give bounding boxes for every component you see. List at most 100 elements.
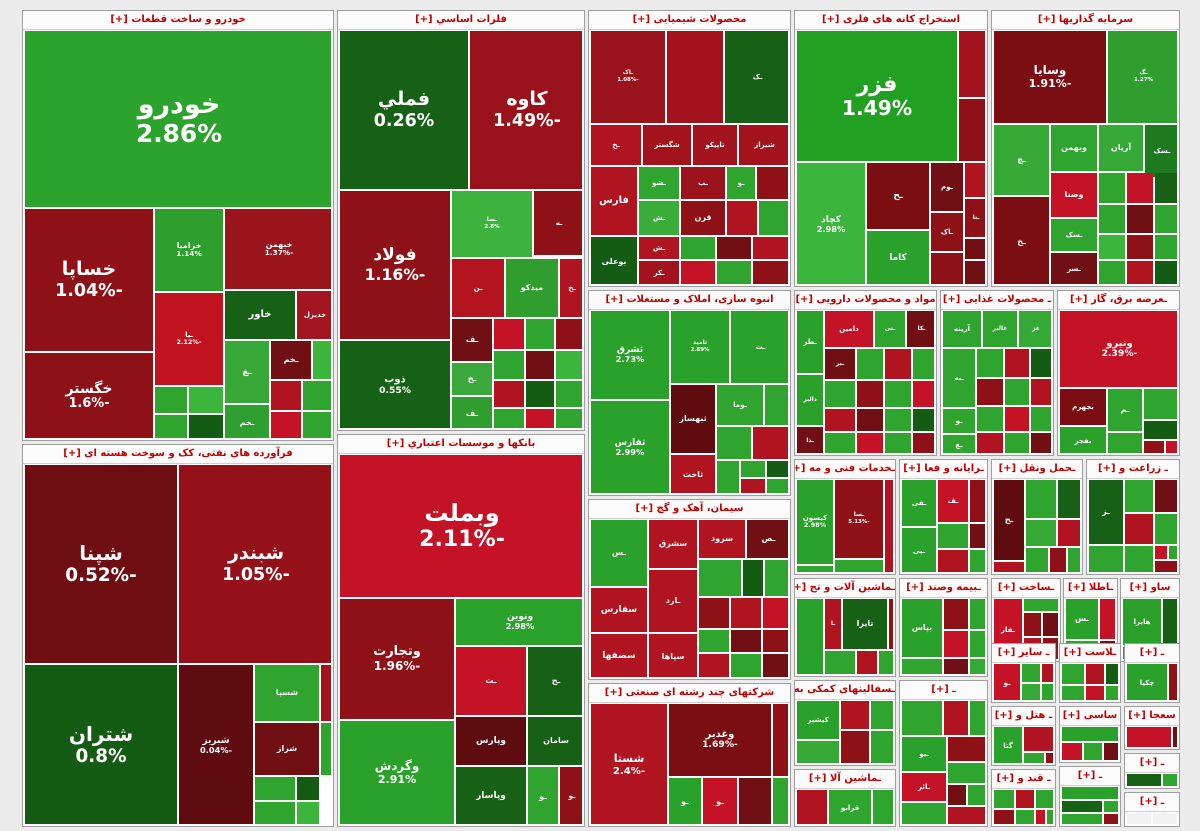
stock-tile[interactable] bbox=[885, 381, 911, 407]
sector-header[interactable]: انبوه سازی، املاک و مستغلات [+] bbox=[589, 291, 790, 310]
stock-tile[interactable]: شراز bbox=[255, 723, 319, 775]
stock-tile[interactable] bbox=[825, 433, 855, 453]
stock-tile[interactable]: ـگ 1.27% bbox=[1108, 31, 1177, 123]
stock-tile[interactable]: ـغ bbox=[943, 435, 975, 453]
stock-tile[interactable] bbox=[727, 201, 757, 235]
stock-tile[interactable] bbox=[1106, 664, 1118, 684]
stock-tile[interactable] bbox=[1068, 548, 1080, 572]
stock-tile[interactable] bbox=[1050, 548, 1066, 572]
stock-tile[interactable] bbox=[944, 701, 968, 735]
stock-tile[interactable] bbox=[902, 701, 942, 735]
stock-tile[interactable]: گتا bbox=[994, 727, 1022, 763]
stock-tile[interactable]: خاور bbox=[225, 291, 295, 339]
stock-tile[interactable] bbox=[271, 412, 301, 438]
sector-header[interactable]: سعجا [+] bbox=[1125, 707, 1179, 726]
stock-tile[interactable]: ـز bbox=[1089, 480, 1123, 544]
sector-header[interactable]: شرکتهای چند رشته ای صنعتی [+] bbox=[589, 684, 790, 703]
sector-header[interactable]: ـ [+] bbox=[1125, 793, 1179, 812]
stock-tile[interactable] bbox=[1062, 801, 1102, 812]
stock-tile[interactable] bbox=[938, 524, 968, 548]
stock-tile[interactable] bbox=[1127, 173, 1153, 203]
stock-tile[interactable]: ـم bbox=[1108, 389, 1142, 431]
stock-tile[interactable] bbox=[1084, 743, 1102, 760]
stock-tile[interactable] bbox=[1099, 205, 1125, 233]
stock-tile[interactable] bbox=[1099, 235, 1125, 259]
stock-tile[interactable]: خساپا -1.04% bbox=[25, 209, 153, 351]
sector-header[interactable]: ـخدمات فنی و مه [+] bbox=[795, 460, 895, 479]
stock-tile[interactable] bbox=[494, 381, 524, 407]
stock-tile[interactable]: ـچ bbox=[994, 125, 1049, 195]
stock-tile[interactable] bbox=[155, 387, 187, 413]
stock-tile[interactable] bbox=[321, 665, 331, 721]
stock-tile[interactable] bbox=[944, 659, 968, 674]
sector-header[interactable]: ـرایانه و فعا [+] bbox=[900, 460, 987, 479]
stock-tile[interactable]: ـش bbox=[639, 237, 679, 259]
stock-tile[interactable] bbox=[1046, 753, 1053, 763]
stock-tile[interactable] bbox=[1036, 810, 1045, 824]
stock-tile[interactable] bbox=[857, 651, 877, 674]
stock-tile[interactable]: قرن bbox=[681, 201, 725, 235]
sector-header[interactable]: فلزات اساسي [+] bbox=[338, 11, 584, 30]
stock-tile[interactable]: ـوم bbox=[931, 163, 963, 211]
sector-header[interactable]: سرمایه گذاریها [+] bbox=[992, 11, 1179, 30]
sector-header[interactable]: ـبیمه وصند [+] bbox=[900, 579, 987, 598]
stock-tile[interactable] bbox=[717, 461, 739, 493]
sector-header[interactable]: ـحمل ونقل [+] bbox=[992, 460, 1082, 479]
stock-tile[interactable] bbox=[1016, 790, 1034, 808]
stock-tile[interactable] bbox=[1104, 743, 1118, 760]
stock-tile[interactable] bbox=[1169, 546, 1177, 559]
stock-tile[interactable] bbox=[1016, 810, 1034, 824]
stock-tile[interactable] bbox=[948, 785, 966, 805]
stock-tile[interactable] bbox=[189, 415, 223, 438]
stock-tile[interactable] bbox=[1036, 790, 1053, 808]
stock-tile[interactable] bbox=[977, 349, 1003, 377]
stock-tile[interactable]: دامین bbox=[825, 311, 873, 347]
stock-tile[interactable]: کاوه -1.49% bbox=[470, 31, 582, 189]
stock-tile[interactable]: ونوین 2.98% bbox=[456, 599, 582, 645]
sector-header[interactable]: ـاطلا [+] bbox=[1064, 579, 1117, 598]
stock-tile[interactable] bbox=[970, 631, 985, 657]
stock-tile[interactable] bbox=[948, 807, 985, 824]
stock-tile[interactable] bbox=[1106, 686, 1118, 700]
stock-tile[interactable]: دالبر bbox=[797, 375, 823, 425]
stock-tile[interactable] bbox=[931, 253, 963, 284]
stock-tile[interactable]: ـص bbox=[747, 520, 788, 558]
stock-tile[interactable]: وبهمن bbox=[1051, 125, 1097, 171]
stock-tile[interactable] bbox=[753, 427, 788, 459]
stock-tile[interactable]: فزر 1.49% bbox=[797, 31, 957, 161]
stock-tile[interactable] bbox=[913, 381, 934, 407]
stock-tile[interactable]: ـک bbox=[725, 31, 788, 123]
stock-tile[interactable] bbox=[857, 381, 883, 407]
stock-tile[interactable]: ـیا -2.12% bbox=[155, 293, 223, 385]
stock-tile[interactable]: سشرق bbox=[649, 520, 697, 568]
stock-tile[interactable] bbox=[970, 659, 985, 674]
stock-tile[interactable]: وپارس bbox=[456, 717, 526, 765]
stock-tile[interactable]: ثبهساز bbox=[671, 385, 715, 453]
stock-tile[interactable]: ـو bbox=[669, 778, 701, 824]
stock-tile[interactable]: شبندر -1.05% bbox=[179, 465, 331, 663]
stock-tile[interactable] bbox=[1163, 774, 1177, 786]
sector-header[interactable]: خودرو و ساخت قطعات [+] bbox=[23, 11, 333, 30]
stock-tile[interactable] bbox=[681, 237, 715, 259]
stock-tile[interactable]: ـائر bbox=[902, 773, 946, 801]
stock-tile[interactable] bbox=[763, 598, 788, 628]
stock-tile[interactable]: ـا bbox=[825, 599, 841, 649]
stock-tile[interactable] bbox=[731, 630, 761, 652]
sector-header[interactable]: ساسی [+] bbox=[1060, 707, 1120, 726]
stock-tile[interactable] bbox=[731, 654, 761, 677]
stock-tile[interactable]: قرابو bbox=[829, 790, 871, 824]
stock-tile[interactable]: وغدیر -1.69% bbox=[669, 704, 771, 776]
stock-tile[interactable] bbox=[1127, 205, 1153, 233]
stock-tile[interactable] bbox=[1155, 561, 1177, 572]
sector-header[interactable]: ـساخت [+] bbox=[992, 579, 1060, 598]
stock-tile[interactable] bbox=[970, 599, 985, 629]
stock-tile[interactable] bbox=[994, 810, 1014, 824]
stock-tile[interactable] bbox=[313, 341, 331, 379]
stock-tile[interactable]: ـت bbox=[456, 647, 526, 715]
stock-tile[interactable]: ـکر bbox=[639, 261, 679, 284]
stock-tile[interactable] bbox=[667, 31, 723, 123]
stock-tile[interactable] bbox=[1099, 261, 1125, 284]
stock-tile[interactable] bbox=[1144, 421, 1177, 439]
stock-tile[interactable] bbox=[970, 480, 985, 522]
stock-tile[interactable] bbox=[1026, 480, 1056, 518]
